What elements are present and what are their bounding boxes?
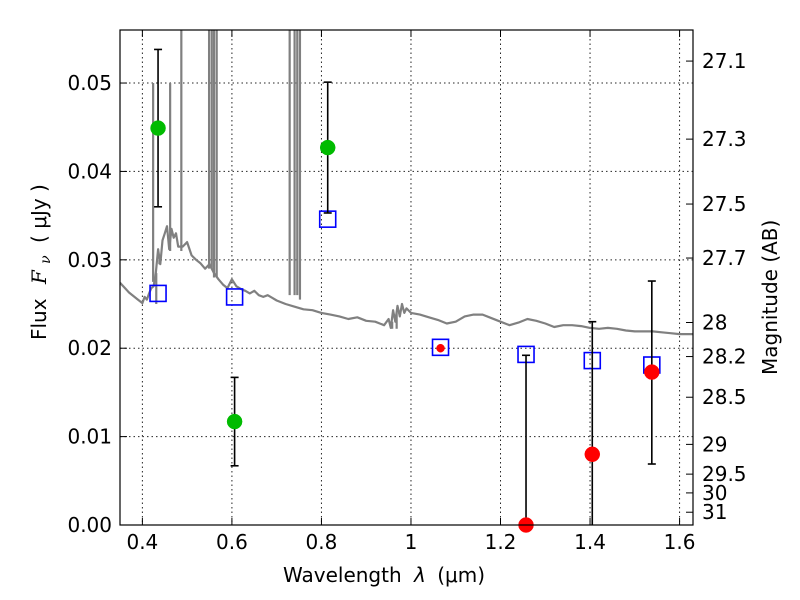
detection-point	[319, 139, 336, 156]
y-tick-label: 0.05	[67, 71, 112, 95]
mag-tick-label: 27.3	[702, 127, 747, 151]
y-tick-label: 0.04	[67, 159, 112, 183]
mag-tick-label: 28.2	[702, 345, 747, 369]
x-tick-label: 1	[405, 530, 418, 554]
axes-ticks: 0.4 0.6 0.8 1 1.2 1.4 1.6 0.00 0.01 0.02 0.03 0.04 0…	[67, 30, 747, 554]
y-tick-label: 0.02	[67, 336, 112, 360]
grid	[120, 30, 693, 526]
model-square-marker	[431, 338, 450, 357]
mag-tick-label: 29.5	[702, 462, 747, 486]
y-tick-label: 0.00	[67, 513, 112, 537]
mag-tick-label: 27.7	[702, 246, 747, 270]
sed-template-line	[120, 225, 693, 336]
plot-frame	[119, 29, 694, 526]
detection-point	[226, 413, 243, 430]
x-tick-label: 0.8	[306, 530, 338, 554]
x-tick-label: 1.4	[574, 530, 606, 554]
nondetection-point	[584, 446, 601, 463]
x-tick-label: 1.6	[664, 530, 696, 554]
mag-tick-label: 28.5	[702, 385, 747, 409]
mag-tick-label: 27.1	[702, 49, 747, 73]
y-tick-label: 0.01	[67, 425, 112, 449]
mag-tick-label: 28	[702, 310, 727, 334]
mag-tick-label: 27.5	[702, 192, 747, 216]
marker-layer	[149, 48, 661, 533]
nondetection-point	[436, 343, 445, 353]
mag-tick-label: 29	[702, 432, 727, 456]
mag-tick-label: 30	[702, 481, 727, 505]
model-square-marker	[149, 284, 167, 303]
model-square-marker	[225, 288, 244, 306]
plot-area	[120, 30, 693, 336]
mag-tick-label: 31	[702, 500, 727, 524]
x-tick-label: 1.2	[485, 530, 517, 554]
y2-axis-label: Magnitude (AB)	[758, 220, 782, 375]
y-axis-label: Flux F ν ( μJy )	[27, 184, 55, 340]
nondetection-point	[644, 364, 660, 380]
x-tick-label: 0.6	[216, 530, 248, 554]
y-tick-label: 0.03	[67, 248, 112, 272]
detection-point	[150, 120, 166, 136]
x-tick-label: 0.4	[126, 530, 158, 554]
x-axis-label: Wavelength λ (μm)	[283, 563, 485, 587]
